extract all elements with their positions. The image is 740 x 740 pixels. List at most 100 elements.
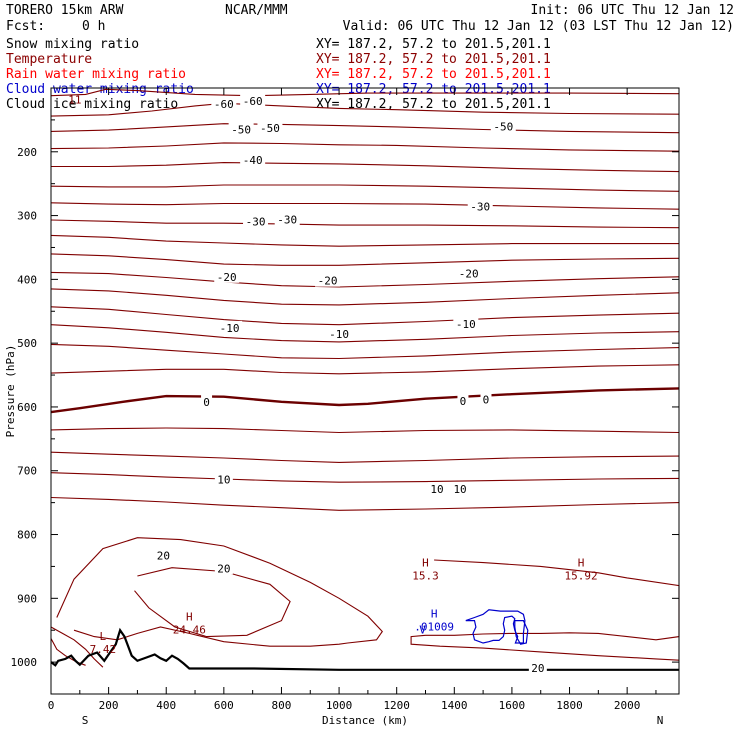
cloud-water-contour xyxy=(514,620,529,645)
contour-label: -20 xyxy=(459,268,479,281)
contour-label: -30 xyxy=(277,213,297,226)
isotherm-line xyxy=(50,202,680,210)
y-tick-label: 1000 xyxy=(11,656,38,669)
terrain-line xyxy=(50,627,679,671)
model-title: TORERO 15km ARW xyxy=(6,3,124,18)
contour-label-background xyxy=(315,273,341,287)
x-tick-label: 1400 xyxy=(441,699,468,712)
legend-field-name: Snow mixing ratio xyxy=(6,37,139,52)
isotherm-line xyxy=(50,288,680,306)
contour-label: -50 xyxy=(231,123,251,136)
valid-time: Valid: 06 UTC Thu 12 Jan 12 (03 LST Thu … xyxy=(343,19,734,34)
contour-label-background xyxy=(243,214,269,228)
legend-field-name: Rain water mixing ratio xyxy=(6,67,186,82)
isotherm-line xyxy=(50,427,680,434)
isotherm-line xyxy=(50,306,680,326)
init-time: Init: 06 UTC Thu 12 Jan 12 xyxy=(531,3,735,18)
contour-label-background xyxy=(490,119,516,133)
y-axis-title: Pressure (hPa) xyxy=(4,345,17,438)
x-tick-label: 1000 xyxy=(326,699,353,712)
contour-label: -10 xyxy=(456,318,476,331)
contour-label-background xyxy=(451,482,470,496)
contour-label-background xyxy=(217,320,243,334)
x-tick-label: 1600 xyxy=(499,699,526,712)
contour-label-background xyxy=(428,482,447,496)
isotherm-contour-20 xyxy=(134,567,291,638)
isotherm-line xyxy=(50,102,680,117)
legend-field-range: XY= 187.2, 57.2 to 201.5,201.1 xyxy=(316,52,551,67)
extremum-symbol: H xyxy=(422,556,429,569)
isotherm-line xyxy=(50,472,680,483)
corner-contour-label: 11 xyxy=(68,93,81,106)
contour-label-background xyxy=(214,561,233,575)
isotherm-line xyxy=(50,324,680,343)
legend-field-range: XY= 187.2, 57.2 to 201.5,201.1 xyxy=(316,97,551,112)
y-tick-label: 300 xyxy=(17,210,37,223)
extremum-symbol: V xyxy=(419,623,426,636)
isotherm-line xyxy=(51,162,680,173)
contour-label: -60 xyxy=(243,95,263,108)
extremum-symbol: L xyxy=(100,630,107,643)
x-tick-label: 2000 xyxy=(614,699,641,712)
x-tick-label: 1800 xyxy=(556,699,583,712)
extremum-symbol: H xyxy=(431,607,438,620)
contour-label: 20 xyxy=(157,550,170,563)
y-tick-label: 200 xyxy=(17,146,37,159)
contour-label-background xyxy=(528,660,547,674)
contour-label-background xyxy=(211,96,237,110)
contour-label: -20 xyxy=(318,275,338,288)
contour-label: 20 xyxy=(531,662,544,675)
isotherm-line xyxy=(50,123,680,134)
center-label: NCAR/MMM xyxy=(225,3,288,18)
field-legend: Snow mixing ratio XY= 187.2, 57.2 to 201.… xyxy=(6,37,551,112)
isotherm-line xyxy=(50,364,680,375)
contour-label-background xyxy=(201,394,213,408)
extremum-symbol: H xyxy=(186,611,193,624)
isotherm-line xyxy=(50,234,679,247)
contour-label: -10 xyxy=(329,328,349,341)
isotherm-line xyxy=(50,271,680,288)
y-tick-label: 400 xyxy=(17,273,37,286)
contour-label: -50 xyxy=(493,120,513,133)
x-tick-label: 1200 xyxy=(383,699,410,712)
chart-header: TORERO 15km ARW NCAR/MMM Init: 06 UTC Th… xyxy=(6,3,734,34)
x-tick-label: 600 xyxy=(214,699,234,712)
contour-label: -10 xyxy=(220,322,240,335)
contour-label-background xyxy=(214,269,240,283)
contour-label: 0 xyxy=(460,395,467,408)
contour-label: -30 xyxy=(470,201,490,214)
contour-label-background xyxy=(456,266,482,280)
x-tick-label: 400 xyxy=(156,699,176,712)
freezing-level-line xyxy=(50,387,680,414)
isotherm-line xyxy=(50,219,680,229)
contour-label-background xyxy=(453,317,479,331)
contour-label-background xyxy=(467,199,493,213)
contour-label: 10 xyxy=(430,483,443,496)
contour-label-background xyxy=(154,548,173,562)
extremum-value: .01009 xyxy=(414,620,454,633)
isotherm-contour-near-surface xyxy=(50,638,86,666)
contour-label: 10 xyxy=(217,474,230,487)
isotherm-line xyxy=(50,142,680,152)
isotherm-line xyxy=(50,253,680,266)
extremum-value: 24.46 xyxy=(173,624,206,637)
isotherm-line xyxy=(50,496,680,511)
contour-label: -40 xyxy=(243,154,263,167)
isotherm-contour-20 xyxy=(410,559,680,661)
isotherm-line xyxy=(50,184,680,192)
contour-label: 20 xyxy=(217,562,230,575)
legend-field-name: Cloud water mixing ratio xyxy=(6,82,194,97)
legend-field-range: XY= 187.2, 57.2 to 201.5,201.1 xyxy=(316,67,551,82)
x-end-label-south: S xyxy=(82,714,89,727)
contour-label-background xyxy=(274,212,300,226)
legend-field-name: Temperature xyxy=(6,52,92,67)
legend-field-range: XY= 187.2, 57.2 to 201.5,201.1 xyxy=(316,82,551,97)
contour-label: -30 xyxy=(246,215,266,228)
y-tick-label: 500 xyxy=(17,337,37,350)
contour-label: 0 xyxy=(483,393,490,406)
x-end-label-north: N xyxy=(657,714,664,727)
contour-label-background xyxy=(457,394,469,408)
contour-label: 0 xyxy=(203,396,210,409)
contour-label-background xyxy=(257,121,283,135)
